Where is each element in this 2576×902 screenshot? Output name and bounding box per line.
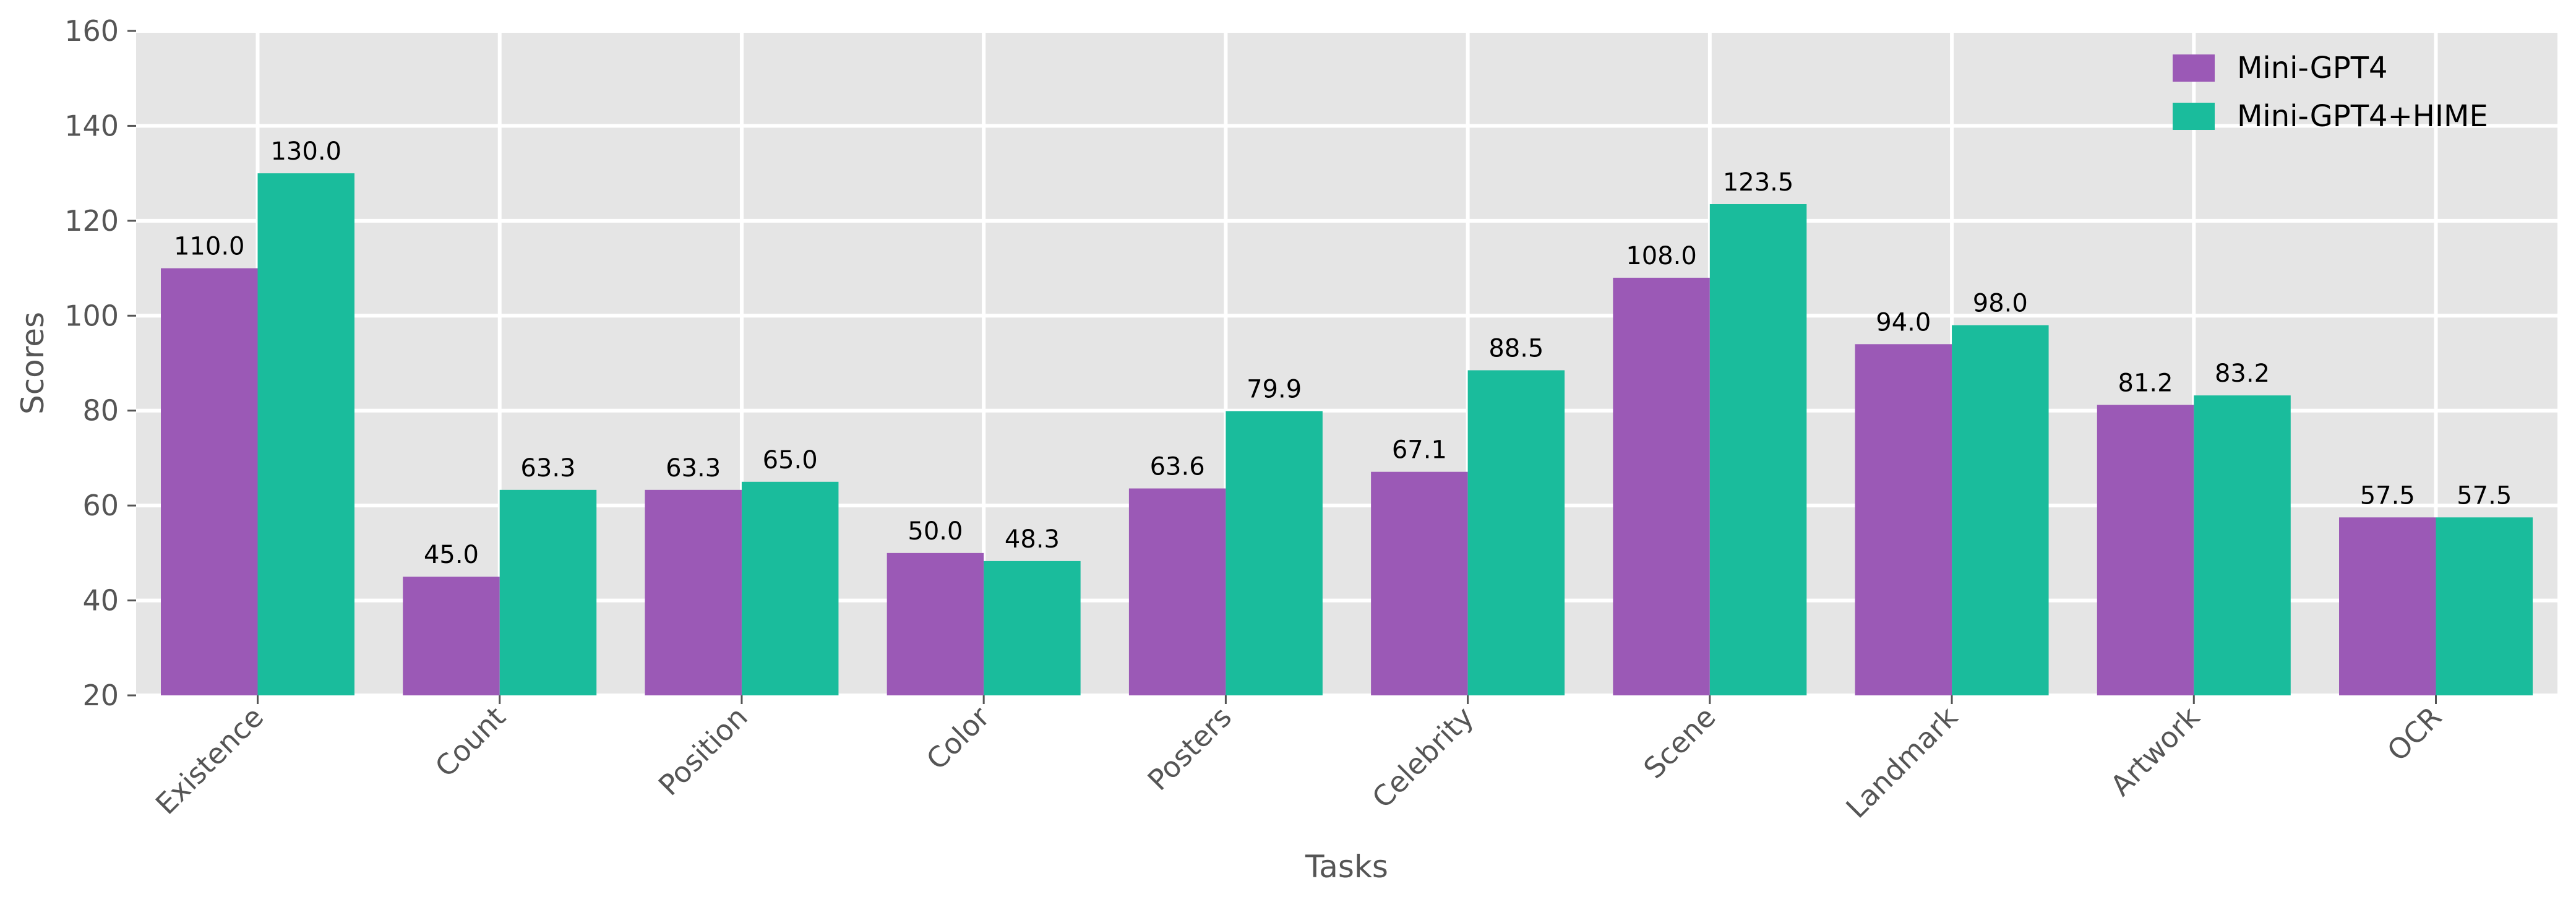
bar-mini-gpt4-scene bbox=[1613, 277, 1710, 695]
bar-mini-gpt4-hime-position bbox=[741, 481, 839, 695]
x-tick-label: Position bbox=[652, 700, 754, 802]
data-label: 108.0 bbox=[1626, 242, 1697, 270]
x-tick-label: Color bbox=[920, 700, 996, 776]
data-label: 88.5 bbox=[1488, 335, 1543, 363]
bar-mini-gpt4-ocr bbox=[2339, 517, 2436, 695]
data-label: 94.0 bbox=[1876, 308, 1931, 337]
data-label: 45.0 bbox=[424, 541, 479, 569]
bars bbox=[161, 173, 2533, 696]
legend: Mini-GPT4 Mini-GPT4+HIME bbox=[2173, 51, 2488, 134]
data-label: 57.5 bbox=[2457, 481, 2512, 510]
bar-mini-gpt4-landmark bbox=[1855, 344, 1952, 695]
x-tick-label: Posters bbox=[1141, 700, 1239, 797]
bar-mini-gpt4-hime-posters bbox=[1226, 411, 1323, 695]
y-tick-label: 120 bbox=[64, 204, 119, 238]
data-label: 123.5 bbox=[1723, 168, 1794, 197]
data-label: 98.0 bbox=[1973, 290, 2028, 318]
data-label: 63.3 bbox=[520, 454, 575, 483]
x-tick-label: Landmark bbox=[1840, 700, 1965, 825]
y-axis-label: Scores bbox=[15, 312, 51, 414]
y-tick-label: 160 bbox=[64, 14, 119, 48]
x-tick-label: OCR bbox=[2381, 700, 2448, 768]
y-tick-label: 80 bbox=[82, 394, 119, 427]
bar-mini-gpt4-hime-ocr bbox=[2436, 517, 2533, 695]
x-tick-label: Celebrity bbox=[1365, 700, 1480, 815]
bar-mini-gpt4-celebrity bbox=[1371, 471, 1468, 695]
bar-mini-gpt4-hime-scene bbox=[1709, 204, 1807, 695]
bar-mini-gpt4-artwork bbox=[2097, 405, 2194, 695]
y-tick-label: 140 bbox=[64, 109, 119, 142]
bar-mini-gpt4-hime-celebrity bbox=[1467, 370, 1565, 695]
x-tick-label: Artwork bbox=[2104, 700, 2207, 802]
data-label: 50.0 bbox=[908, 517, 963, 546]
x-axis-label: Tasks bbox=[1305, 849, 1388, 885]
bar-mini-gpt4-position bbox=[645, 489, 742, 695]
y-tick-label: 40 bbox=[82, 584, 119, 617]
data-label: 57.5 bbox=[2360, 481, 2415, 510]
data-label: 79.9 bbox=[1247, 375, 1302, 403]
legend-label: Mini-GPT4 bbox=[2237, 51, 2388, 85]
data-label: 65.0 bbox=[763, 446, 818, 475]
data-label: 81.2 bbox=[2118, 369, 2173, 398]
data-label: 83.2 bbox=[2215, 359, 2270, 388]
legend-swatch bbox=[2173, 54, 2215, 82]
x-axis-ticks: Existence Count Position Color Posters Celebr… bbox=[149, 695, 2448, 825]
bar-mini-gpt4-count bbox=[403, 577, 500, 695]
bar-mini-gpt4-hime-color bbox=[984, 561, 1081, 695]
bar-mini-gpt4-hime-landmark bbox=[1952, 325, 2049, 695]
data-label: 63.6 bbox=[1150, 453, 1205, 481]
bar-mini-gpt4-posters bbox=[1128, 488, 1226, 695]
y-tick-label: 20 bbox=[82, 679, 119, 712]
bar-mini-gpt4-hime-artwork bbox=[2194, 395, 2291, 695]
data-label: 130.0 bbox=[270, 137, 341, 166]
x-tick-label: Scene bbox=[1637, 700, 1722, 785]
bar-mini-gpt4-hime-existence bbox=[257, 173, 354, 696]
y-tick-label: 60 bbox=[82, 489, 119, 522]
bar-mini-gpt4-hime-count bbox=[499, 489, 597, 695]
y-tick-label: 100 bbox=[64, 299, 119, 332]
x-tick-label: Existence bbox=[149, 700, 270, 821]
data-label: 110.0 bbox=[174, 233, 245, 261]
data-label: 67.1 bbox=[1392, 436, 1447, 465]
data-label: 63.3 bbox=[666, 454, 721, 483]
data-label: 48.3 bbox=[1005, 525, 1060, 554]
bar-mini-gpt4-color bbox=[887, 552, 984, 695]
bar-mini-gpt4-existence bbox=[161, 268, 258, 696]
legend-label: Mini-GPT4+HIME bbox=[2237, 99, 2488, 134]
data-labels: 110.0 45.0 63.3 50.0 63.6 67.1 108.0 94.0 81.2 57… bbox=[174, 137, 2512, 569]
x-tick-label: Count bbox=[429, 700, 512, 784]
y-axis-ticks: 20 40 60 80 100 120 140 160 bbox=[64, 14, 136, 712]
legend-swatch bbox=[2173, 103, 2215, 130]
